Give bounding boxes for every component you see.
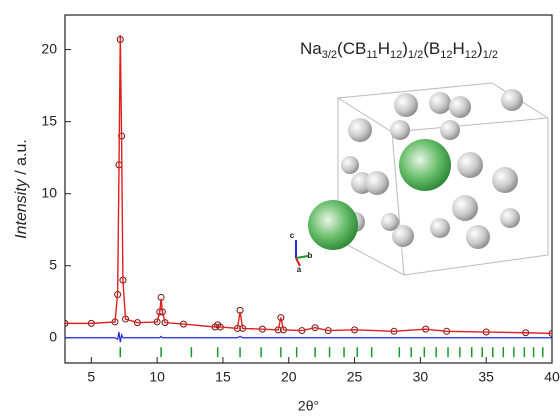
title-subscript: 12 xyxy=(440,49,452,61)
x-tick-label: 25 xyxy=(347,369,363,385)
x-tick-label: 5 xyxy=(87,369,95,385)
x-tick-label: 20 xyxy=(281,369,297,385)
y-tick-label: 10 xyxy=(41,184,57,200)
title-subscript: 1/2 xyxy=(408,49,423,61)
plot-area xyxy=(65,35,552,358)
chart-title: Na3/2(CB11H12)1/2(B12H12)1/2 xyxy=(300,39,498,60)
title-part: H xyxy=(378,39,390,58)
y-axis-label-part: / a.u. xyxy=(13,139,30,179)
title-part: ) xyxy=(402,39,408,58)
y-axis-label: Intensity / a.u. xyxy=(13,139,30,239)
title-part: H xyxy=(452,39,464,58)
title-part: ) xyxy=(477,39,483,58)
difference-line xyxy=(65,331,552,343)
title-part: Na xyxy=(300,39,322,58)
calculated-line xyxy=(65,35,552,335)
title-subscript: 12 xyxy=(465,49,477,61)
y-axis-label-part: Intensity xyxy=(13,178,30,239)
title-subscript: 12 xyxy=(390,49,402,61)
y-tick-label: 20 xyxy=(41,40,57,56)
inset-axis-label: c xyxy=(290,231,295,240)
inset-axis-label: b xyxy=(308,251,313,260)
title-subscript: 1/2 xyxy=(483,49,498,61)
x-tick-label: 10 xyxy=(149,369,165,385)
crystal-structure-inset xyxy=(295,82,549,276)
y-tick-label: 0 xyxy=(49,328,57,344)
inset-axis-label: a xyxy=(297,265,302,274)
plot-frame xyxy=(64,14,553,364)
title-subscript: 3/2 xyxy=(322,49,337,61)
title-part: (B xyxy=(423,39,440,58)
x-tick-label: 30 xyxy=(413,369,429,385)
x-tick-label: 40 xyxy=(544,369,560,385)
title-part: (CB xyxy=(337,39,366,58)
y-tick-label: 5 xyxy=(49,256,57,272)
y-tick-label: 15 xyxy=(41,112,57,128)
title-subscript: 11 xyxy=(366,49,377,61)
x-axis-label: 2θ° xyxy=(298,398,319,414)
x-tick-label: 15 xyxy=(215,369,231,385)
x-tick-label: 35 xyxy=(478,369,494,385)
